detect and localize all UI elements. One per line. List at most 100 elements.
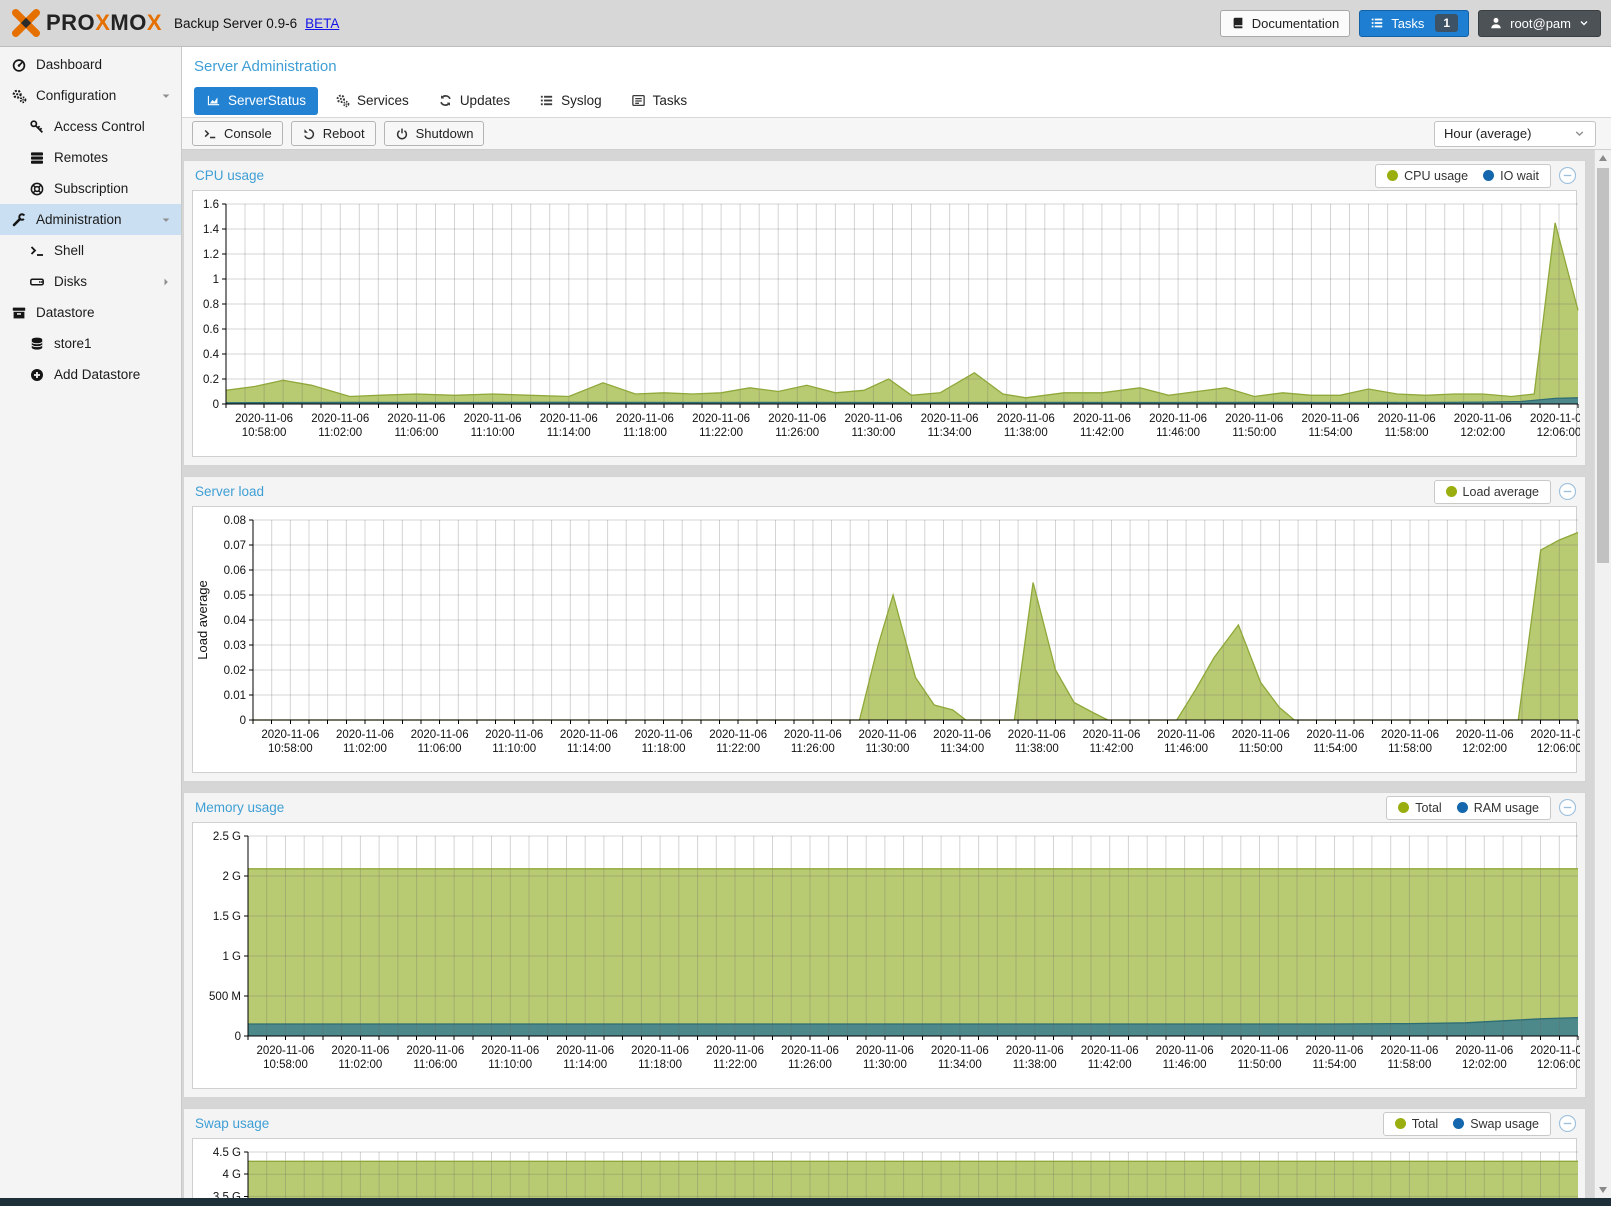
sidebar-item-access-control[interactable]: Access Control	[0, 111, 181, 142]
panel-title: Swap usage	[195, 1116, 1383, 1131]
collapse-button[interactable]	[1558, 166, 1577, 185]
svg-text:2020-11-06: 2020-11-06	[768, 413, 826, 425]
panel-header: Server load Load average	[184, 477, 1585, 506]
scrollbar-thumb[interactable]	[1597, 168, 1609, 563]
sidebar-item-configuration[interactable]: Configuration	[0, 80, 181, 111]
svg-text:1.6: 1.6	[203, 199, 219, 211]
app-root: PROXMOX Backup Server 0.9-6 BETA Documen…	[0, 0, 1611, 1206]
svg-text:500 M: 500 M	[209, 991, 241, 1003]
dashboard-icon	[11, 57, 27, 73]
shutdown-label: Shutdown	[416, 126, 474, 141]
svg-text:Load average: Load average	[195, 580, 210, 660]
svg-text:11:18:00: 11:18:00	[623, 427, 667, 439]
svg-text:2020-11-06: 2020-11-06	[1008, 729, 1066, 741]
svg-text:11:22:00: 11:22:00	[699, 427, 743, 439]
sidebar-item-datastore[interactable]: Datastore	[0, 297, 181, 328]
top-header: PROXMOX Backup Server 0.9-6 BETA Documen…	[0, 0, 1611, 47]
toolbar: Console Reboot Shutdown Hour (average)	[182, 118, 1611, 150]
svg-text:2020-11-06: 2020-11-06	[1455, 1045, 1513, 1057]
tasks-badge: 1	[1435, 14, 1458, 32]
tab-serverstatus[interactable]: ServerStatus	[194, 87, 318, 115]
svg-text:2020-11-06: 2020-11-06	[1006, 1045, 1064, 1057]
svg-text:1 G: 1 G	[222, 951, 241, 963]
sidebar-item-label: Administration	[36, 212, 122, 227]
time-range-value: Hour (average)	[1444, 126, 1531, 141]
svg-text:11:34:00: 11:34:00	[940, 743, 984, 755]
legend-item[interactable]: CPU usage	[1387, 169, 1468, 183]
sidebar-item-add-datastore[interactable]: Add Datastore	[0, 359, 181, 390]
gears-icon	[11, 88, 27, 104]
svg-text:2020-11-06: 2020-11-06	[1082, 729, 1140, 741]
svg-text:2020-11-06: 2020-11-06	[1530, 729, 1580, 741]
time-range-select[interactable]: Hour (average)	[1434, 121, 1596, 147]
svg-text:11:22:00: 11:22:00	[716, 743, 760, 755]
svg-text:11:02:00: 11:02:00	[343, 743, 387, 755]
legend-item[interactable]: IO wait	[1483, 169, 1539, 183]
legend-item[interactable]: Swap usage	[1453, 1117, 1539, 1131]
svg-text:11:10:00: 11:10:00	[492, 743, 536, 755]
collapse-button[interactable]	[1558, 798, 1577, 817]
tab-updates[interactable]: Updates	[426, 87, 522, 115]
scroll-down-arrow-icon[interactable]	[1599, 1187, 1607, 1193]
svg-text:2020-11-06: 2020-11-06	[1231, 1045, 1289, 1057]
panel-server-load: Server load Load average 00.010.020.030.…	[183, 476, 1586, 782]
tab-services[interactable]: Services	[323, 87, 421, 115]
collapse-button[interactable]	[1558, 1114, 1577, 1133]
shutdown-button[interactable]: Shutdown	[384, 121, 485, 146]
legend-dot-icon	[1395, 1118, 1406, 1129]
legend-label: IO wait	[1500, 169, 1539, 183]
key-icon	[29, 119, 45, 135]
console-button[interactable]: Console	[192, 121, 283, 146]
collapse-button[interactable]	[1558, 482, 1577, 501]
svg-text:2020-11-06: 2020-11-06	[556, 1045, 614, 1057]
database-icon	[29, 336, 45, 352]
sidebar-item-administration[interactable]: Administration	[0, 204, 181, 235]
legend: Total Swap usage	[1383, 1112, 1551, 1136]
sidebar-item-store1[interactable]: store1	[0, 328, 181, 359]
legend-item[interactable]: Total	[1398, 801, 1441, 815]
brand-text: PROXMOX	[46, 10, 162, 36]
tab-tasks[interactable]: Tasks	[619, 87, 700, 115]
scroll-up-arrow-icon[interactable]	[1599, 155, 1607, 161]
sidebar-item-remotes[interactable]: Remotes	[0, 142, 181, 173]
sidebar-item-shell[interactable]: Shell	[0, 235, 181, 266]
sidebar-item-label: Dashboard	[36, 57, 102, 72]
svg-text:10:58:00: 10:58:00	[263, 1059, 308, 1071]
sidebar-item-label: Remotes	[54, 150, 108, 165]
documentation-button[interactable]: Documentation	[1220, 10, 1350, 37]
legend-item[interactable]: Total	[1395, 1117, 1438, 1131]
svg-text:11:50:00: 11:50:00	[1232, 427, 1276, 439]
user-menu-button[interactable]: root@pam	[1478, 10, 1601, 37]
svg-text:2020-11-06: 2020-11-06	[1380, 1045, 1438, 1057]
tasks-button[interactable]: Tasks 1	[1359, 10, 1469, 37]
reboot-button[interactable]: Reboot	[291, 121, 376, 146]
svg-text:2020-11-06: 2020-11-06	[635, 729, 693, 741]
legend-item[interactable]: Load average	[1446, 485, 1539, 499]
sidebar-item-dashboard[interactable]: Dashboard	[0, 49, 181, 80]
legend: CPU usage IO wait	[1375, 164, 1551, 188]
svg-text:2020-11-06: 2020-11-06	[706, 1045, 764, 1057]
book-icon	[1231, 16, 1245, 30]
svg-text:2020-11-06: 2020-11-06	[1156, 1045, 1214, 1057]
svg-text:11:22:00: 11:22:00	[713, 1059, 757, 1071]
svg-text:2020-11-06: 2020-11-06	[631, 1045, 689, 1057]
vertical-scrollbar[interactable]	[1594, 150, 1611, 1198]
svg-text:1: 1	[213, 274, 219, 286]
svg-text:0.05: 0.05	[224, 590, 246, 602]
server-icon	[29, 150, 45, 166]
legend-label: Load average	[1463, 485, 1539, 499]
beta-link[interactable]: BETA	[305, 16, 339, 31]
life-ring-icon	[29, 181, 45, 197]
chevron-right-icon	[160, 276, 172, 288]
legend-dot-icon	[1453, 1118, 1464, 1129]
svg-text:11:34:00: 11:34:00	[928, 427, 972, 439]
svg-text:2020-11-06: 2020-11-06	[1306, 729, 1364, 741]
tab-syslog[interactable]: Syslog	[527, 87, 614, 115]
sidebar-item-disks[interactable]: Disks	[0, 266, 181, 297]
legend-item[interactable]: RAM usage	[1457, 801, 1539, 815]
sidebar-item-subscription[interactable]: Subscription	[0, 173, 181, 204]
svg-text:2 G: 2 G	[222, 871, 241, 883]
svg-text:0.03: 0.03	[224, 640, 246, 652]
svg-text:0: 0	[213, 399, 219, 411]
panel-cpu-usage: CPU usage CPU usageIO wait 00.20.40.60.8…	[183, 160, 1586, 466]
